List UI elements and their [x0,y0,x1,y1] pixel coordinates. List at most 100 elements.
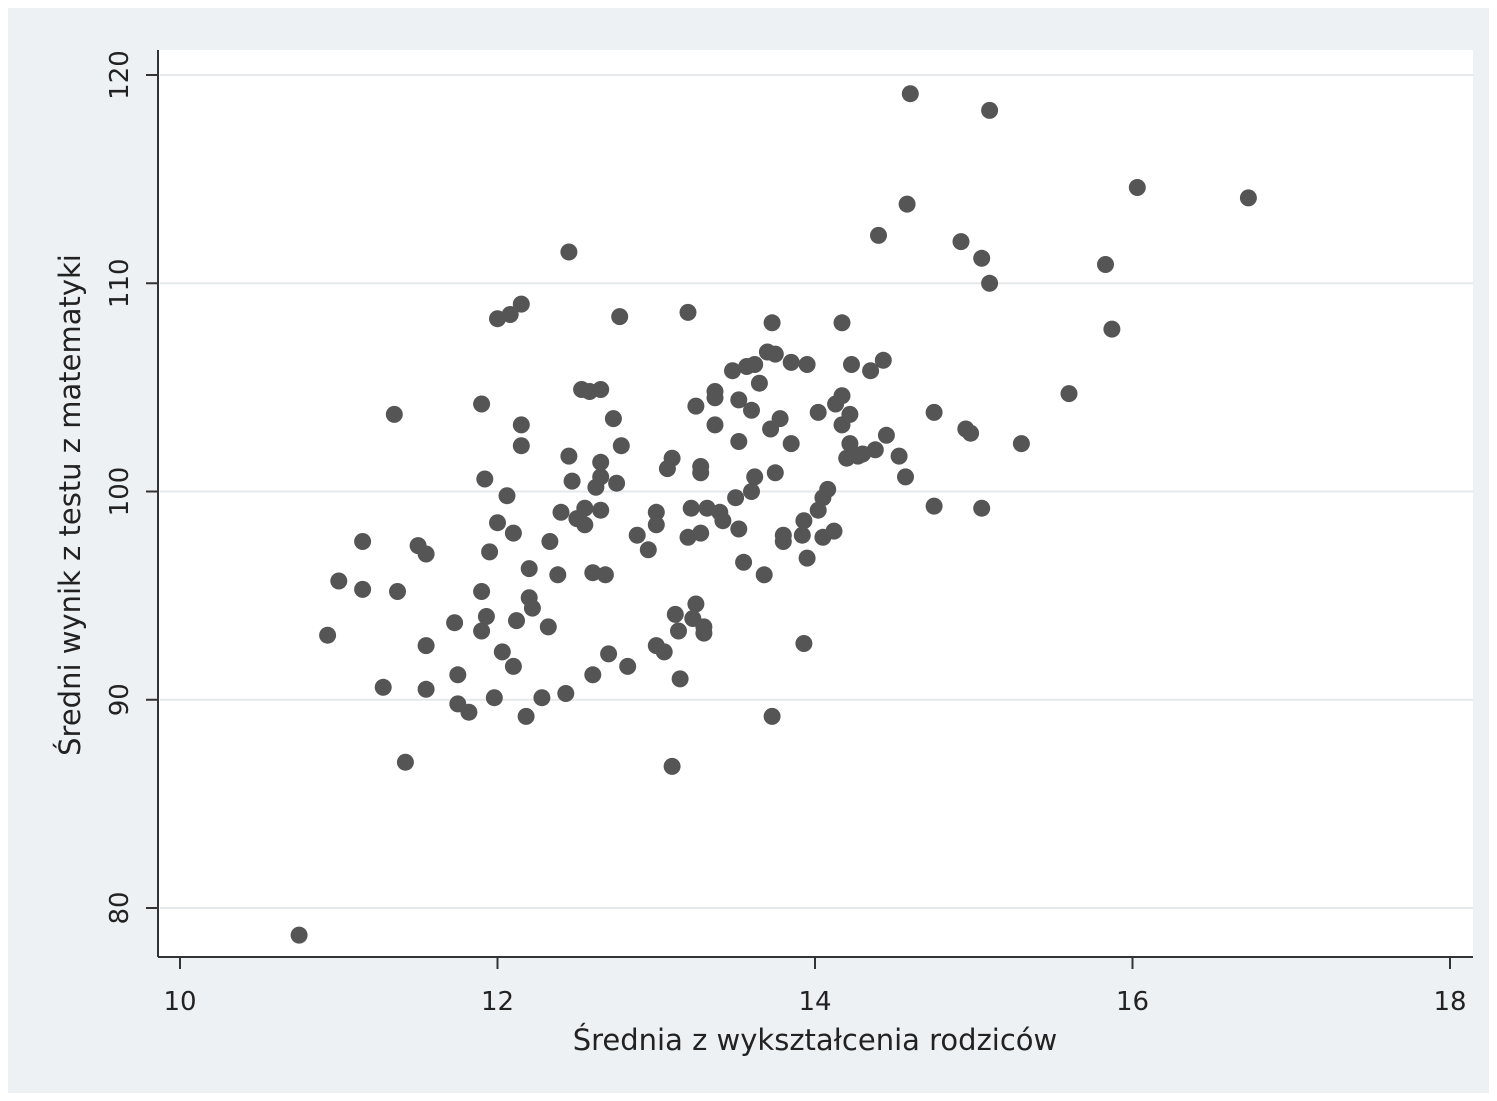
data-point [952,233,970,251]
data-point [782,435,800,453]
data-point [755,566,773,584]
data-point [512,437,530,455]
data-point [901,85,919,103]
data-point [647,503,665,521]
data-point [576,499,594,517]
data-point [584,564,602,582]
data-point [647,516,665,534]
x-axis-ticks: 10 12 14 16 18 [163,957,1467,1017]
x-tick-label: 14 [798,987,831,1017]
data-point [798,549,816,567]
data-point [592,453,610,471]
data-point [925,497,943,515]
y-tick-label: 100 [105,467,135,517]
data-point [354,580,372,598]
data-point [1103,320,1121,338]
data-point [782,353,800,371]
data-point [809,403,827,421]
data-point [319,626,337,644]
data-point [692,524,710,542]
data-point [596,566,614,584]
data-point [446,614,464,632]
data-point [389,583,406,600]
data-point [290,926,308,944]
data-point [560,447,578,465]
data-point [763,707,781,725]
data-point [774,533,792,550]
data-point [563,472,581,490]
data-point [897,468,914,486]
data-point [841,435,859,453]
data-point [706,416,724,434]
data-point [843,356,860,373]
y-tick-label: 90 [105,683,135,716]
data-point [730,391,748,409]
data-point [600,645,618,663]
data-point [584,666,602,684]
data-point [477,608,495,625]
data-point [973,499,991,517]
data-point [766,464,784,482]
data-point [730,433,748,450]
data-point [639,541,657,559]
data-point [604,410,622,428]
data-points [290,85,1257,944]
data-point [552,503,570,521]
data-point [679,303,697,321]
data-point [1097,256,1114,273]
data-point [592,468,610,486]
data-point [666,605,684,623]
data-point [870,226,887,244]
data-point [833,387,851,405]
data-point [523,599,541,617]
data-point [714,512,732,530]
x-axis-label: Średnia z wykształcenia rodziców [573,1023,1058,1057]
data-point [898,195,916,213]
x-tick-label: 10 [163,987,196,1017]
data-point [517,707,535,725]
y-axis-ticks: 80 90 100 110 120 [105,50,158,925]
x-tick-label: 12 [481,987,514,1017]
y-axis-label: Średni wynik z testu z matematyki [53,254,87,756]
y-tick-label: 120 [105,50,135,100]
data-point [866,441,884,459]
data-point [501,306,519,323]
data-point [798,356,816,373]
data-point [706,389,724,407]
data-point [1012,435,1030,453]
data-point [746,356,764,373]
data-point [862,362,880,380]
data-point [687,397,705,415]
data-point [727,489,745,507]
data-point [695,618,713,636]
data-point [743,401,760,419]
data-point [476,470,494,488]
data-point [925,403,943,421]
data-point [981,274,999,292]
data-point [473,395,491,413]
data-point [576,516,594,534]
data-point [746,468,764,486]
y-tick-label: 110 [105,258,135,308]
data-point [962,424,980,442]
data-point [508,612,525,630]
data-point [973,249,991,267]
data-point [750,374,768,392]
data-point [460,703,478,721]
data-point [763,314,781,332]
data-point [560,243,578,261]
data-point [498,487,516,505]
data-point [793,526,811,544]
data-point [619,657,637,675]
data-point [670,622,687,640]
data-point [512,295,530,313]
y-tick-label: 80 [105,891,135,924]
data-point [735,553,753,571]
data-point [1239,189,1257,207]
data-point [692,464,710,482]
data-point [417,545,435,563]
data-point [557,685,575,702]
data-point [771,410,789,428]
data-point [628,526,646,544]
